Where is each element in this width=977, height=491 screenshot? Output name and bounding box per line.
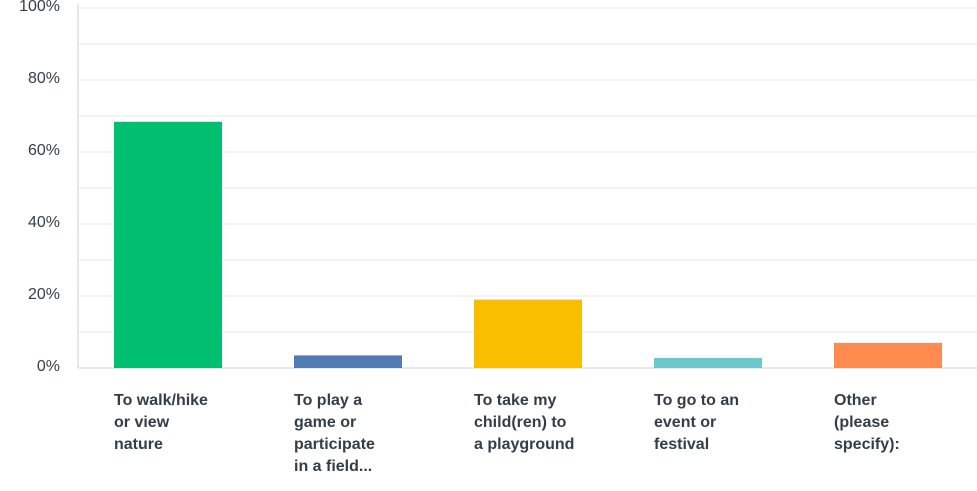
bar[interactable] [654, 357, 762, 368]
y-tick-label: 40% [27, 214, 60, 231]
x-category-label: To walk/hike or view nature [114, 392, 208, 453]
bar[interactable] [834, 342, 942, 368]
x-category-label: To play a game or participate in a field… [294, 392, 375, 475]
y-tick-label: 80% [27, 70, 60, 87]
y-tick-label: 20% [27, 286, 60, 303]
x-category-label: Other (please specify): [834, 392, 900, 453]
y-tick-label: 100% [19, 0, 60, 15]
y-tick-label: 0% [36, 358, 60, 375]
bar[interactable] [474, 299, 582, 368]
x-category-label: To take my child(ren) to a playground [474, 392, 575, 453]
x-category-label: To go to an event or festival [654, 392, 740, 453]
y-tick-label: 60% [27, 142, 60, 159]
bar[interactable] [114, 121, 222, 368]
bar[interactable] [294, 355, 402, 368]
